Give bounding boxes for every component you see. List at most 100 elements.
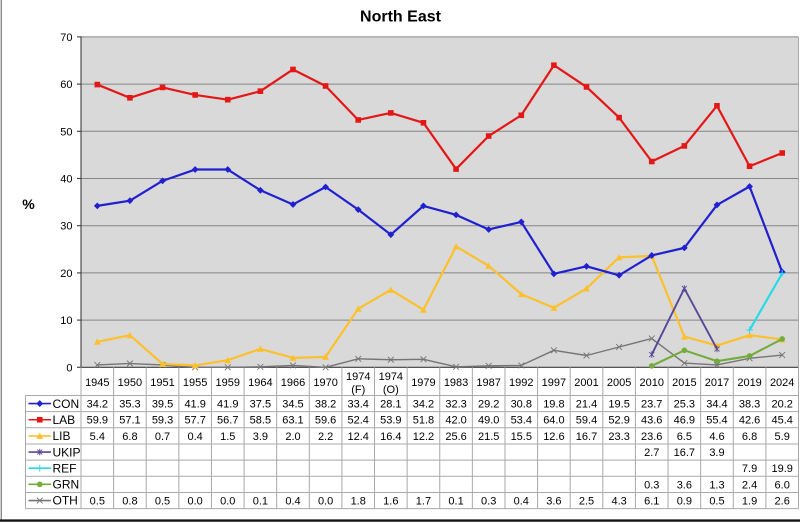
- svg-text:60: 60: [60, 79, 72, 91]
- svg-text:34.2: 34.2: [87, 398, 108, 410]
- svg-text:0.4: 0.4: [514, 495, 529, 507]
- svg-text:1983: 1983: [444, 377, 468, 389]
- svg-text:1.9: 1.9: [742, 495, 757, 507]
- svg-text:21.5: 21.5: [478, 431, 499, 443]
- svg-text:30.8: 30.8: [511, 398, 532, 410]
- svg-text:25.6: 25.6: [445, 431, 466, 443]
- svg-text:21.4: 21.4: [576, 398, 597, 410]
- svg-text:4.3: 4.3: [611, 495, 626, 507]
- svg-text:3.9: 3.9: [709, 447, 724, 459]
- svg-text:23.3: 23.3: [608, 431, 629, 443]
- svg-text:3.6: 3.6: [546, 495, 561, 507]
- svg-text:1950: 1950: [118, 377, 142, 389]
- svg-text:2010: 2010: [639, 377, 663, 389]
- svg-text:1974: 1974: [379, 371, 403, 383]
- svg-text:1966: 1966: [281, 377, 305, 389]
- svg-text:12.2: 12.2: [413, 431, 434, 443]
- svg-text:0.3: 0.3: [481, 495, 496, 507]
- svg-text:2.2: 2.2: [318, 431, 333, 443]
- svg-text:42.6: 42.6: [739, 415, 760, 427]
- svg-text:0.9: 0.9: [677, 495, 692, 507]
- svg-text:2019: 2019: [737, 377, 761, 389]
- svg-text:37.5: 37.5: [250, 398, 271, 410]
- svg-text:10: 10: [60, 315, 72, 327]
- svg-text:2015: 2015: [672, 377, 696, 389]
- svg-text:0.7: 0.7: [155, 431, 170, 443]
- svg-text:5.4: 5.4: [90, 431, 105, 443]
- svg-text:16.7: 16.7: [674, 447, 695, 459]
- svg-text:LIB: LIB: [53, 429, 71, 443]
- svg-text:2.6: 2.6: [775, 495, 790, 507]
- svg-text:%: %: [22, 196, 35, 212]
- svg-text:0.0: 0.0: [318, 495, 333, 507]
- svg-text:19.9: 19.9: [771, 463, 792, 475]
- svg-text:0.8: 0.8: [122, 495, 137, 507]
- svg-text:16.7: 16.7: [576, 431, 597, 443]
- svg-text:41.9: 41.9: [217, 398, 238, 410]
- svg-text:3.6: 3.6: [677, 479, 692, 491]
- svg-text:19.8: 19.8: [543, 398, 564, 410]
- svg-text:52.4: 52.4: [348, 415, 369, 427]
- svg-text:0.5: 0.5: [155, 495, 170, 507]
- svg-text:1945: 1945: [85, 377, 109, 389]
- svg-text:29.2: 29.2: [478, 398, 499, 410]
- svg-text:53.4: 53.4: [511, 415, 532, 427]
- svg-text:35.3: 35.3: [119, 398, 140, 410]
- svg-text:2.5: 2.5: [579, 495, 594, 507]
- svg-text:6.5: 6.5: [677, 431, 692, 443]
- svg-text:12.4: 12.4: [348, 431, 369, 443]
- svg-text:1970: 1970: [313, 377, 337, 389]
- svg-text:1979: 1979: [411, 377, 435, 389]
- svg-text:58.5: 58.5: [250, 415, 271, 427]
- svg-text:7.9: 7.9: [742, 463, 757, 475]
- svg-text:49.0: 49.0: [478, 415, 499, 427]
- svg-text:2.7: 2.7: [644, 447, 659, 459]
- svg-text:34.5: 34.5: [282, 398, 303, 410]
- svg-text:GRN: GRN: [53, 478, 80, 492]
- svg-text:0.0: 0.0: [220, 495, 235, 507]
- svg-text:59.6: 59.6: [315, 415, 336, 427]
- svg-text:16.4: 16.4: [380, 431, 401, 443]
- svg-text:33.4: 33.4: [348, 398, 369, 410]
- svg-text:0.1: 0.1: [253, 495, 268, 507]
- svg-text:43.6: 43.6: [641, 415, 662, 427]
- svg-text:2001: 2001: [574, 377, 598, 389]
- svg-text:56.7: 56.7: [217, 415, 238, 427]
- svg-text:1.7: 1.7: [416, 495, 431, 507]
- svg-text:64.0: 64.0: [543, 415, 564, 427]
- svg-text:32.3: 32.3: [445, 398, 466, 410]
- svg-text:50: 50: [60, 126, 72, 138]
- svg-text:38.2: 38.2: [315, 398, 336, 410]
- svg-text:34.4: 34.4: [706, 398, 727, 410]
- svg-text:19.5: 19.5: [608, 398, 629, 410]
- svg-text:23.6: 23.6: [641, 431, 662, 443]
- svg-text:15.5: 15.5: [511, 431, 532, 443]
- svg-text:(O): (O): [383, 384, 399, 396]
- svg-text:46.9: 46.9: [674, 415, 695, 427]
- svg-text:0.3: 0.3: [644, 479, 659, 491]
- svg-text:1.6: 1.6: [383, 495, 398, 507]
- svg-text:OTH: OTH: [53, 494, 78, 508]
- svg-text:51.8: 51.8: [413, 415, 434, 427]
- svg-text:2005: 2005: [607, 377, 631, 389]
- svg-text:1974: 1974: [346, 371, 370, 383]
- svg-text:2.4: 2.4: [742, 479, 757, 491]
- svg-text:59.4: 59.4: [576, 415, 597, 427]
- svg-text:1959: 1959: [216, 377, 240, 389]
- svg-text:UKIP: UKIP: [53, 445, 81, 459]
- svg-text:0.4: 0.4: [285, 495, 300, 507]
- svg-text:0: 0: [66, 362, 72, 374]
- svg-text:0.5: 0.5: [90, 495, 105, 507]
- svg-text:25.3: 25.3: [674, 398, 695, 410]
- svg-text:0.0: 0.0: [188, 495, 203, 507]
- svg-text:42.0: 42.0: [445, 415, 466, 427]
- svg-text:North East: North East: [360, 9, 442, 26]
- svg-text:1964: 1964: [248, 377, 272, 389]
- svg-text:34.2: 34.2: [413, 398, 434, 410]
- svg-text:6.8: 6.8: [742, 431, 757, 443]
- svg-text:30: 30: [60, 221, 72, 233]
- svg-text:1.3: 1.3: [709, 479, 724, 491]
- svg-text:4.6: 4.6: [709, 431, 724, 443]
- svg-text:(F): (F): [351, 384, 365, 396]
- svg-text:20.2: 20.2: [771, 398, 792, 410]
